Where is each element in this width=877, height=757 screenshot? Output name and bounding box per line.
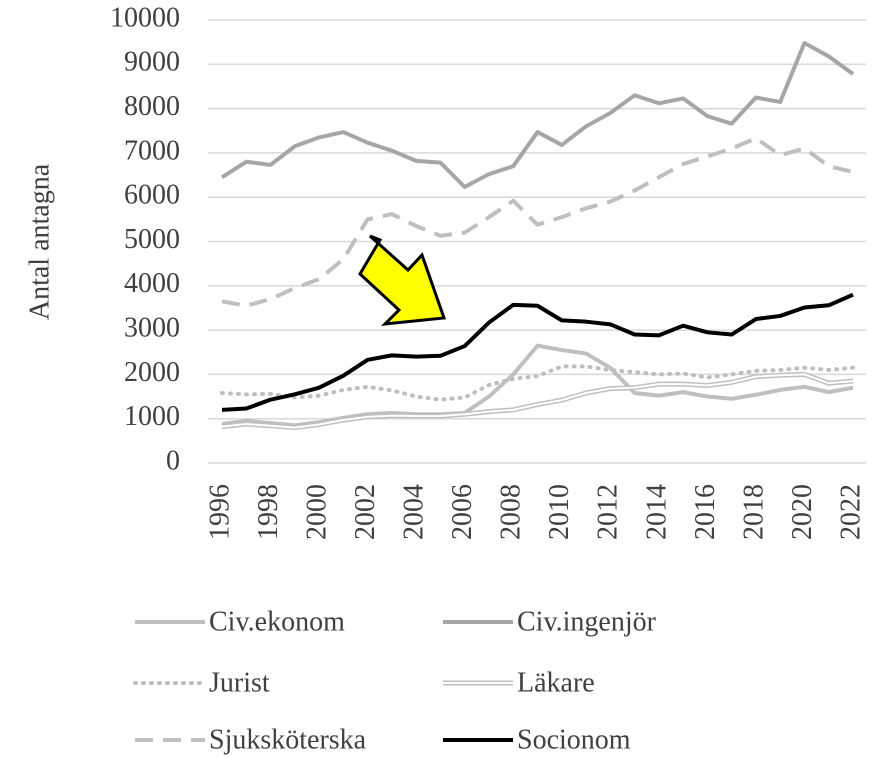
legend-label: Socionom [517, 724, 631, 755]
series-line [221, 371, 854, 431]
x-tick-label: 2016 [690, 484, 721, 540]
legend-label: Sjuksköterska [209, 724, 367, 755]
y-tick-label: 8000 [124, 91, 180, 122]
legend-label: Jurist [209, 667, 270, 698]
series-line-core [221, 373, 854, 429]
legend-label: Civ.ekonom [209, 606, 345, 637]
series-line [220, 41, 855, 190]
x-tick-label: 1996 [204, 484, 235, 540]
x-tick-label: 2014 [641, 484, 672, 540]
x-tick-label: 2012 [593, 484, 624, 540]
series-line [221, 343, 854, 428]
grid: 0 1000 2000 3000 4000 5000 6000 7000 8000 9000 100… [110, 2, 866, 540]
legend-label: Läkare [517, 667, 595, 698]
y-tick-label: 2000 [124, 357, 180, 388]
y-tick-label: 3000 [124, 313, 180, 344]
x-tick-label: 2010 [544, 484, 575, 540]
y-tick-label: 6000 [124, 180, 180, 211]
legend-label: Civ.ingenjör [517, 606, 657, 637]
x-tick-label: 2022 [835, 484, 866, 540]
x-tick-label: 2000 [301, 484, 332, 540]
y-tick-label: 4000 [124, 268, 180, 299]
arrow-annotation [358, 234, 447, 326]
x-tick-label: 2004 [399, 484, 430, 540]
x-tick-label: 2020 [787, 484, 818, 540]
y-axis-label: Antal antagna [24, 163, 55, 320]
y-tick-label: 7000 [124, 135, 180, 166]
y-tick-label: 9000 [124, 47, 180, 78]
series-line [220, 364, 855, 402]
y-tick-label: 10000 [110, 2, 180, 33]
x-tick-label: 2008 [496, 484, 527, 540]
x-tick-label: 2002 [350, 484, 381, 540]
y-tick-label: 1000 [124, 401, 180, 432]
y-tick-label: 0 [166, 445, 180, 476]
series-line [221, 136, 854, 308]
lines [220, 41, 855, 431]
x-tick-label: 2006 [447, 484, 478, 540]
series-line [221, 292, 854, 412]
x-tick-label: 1998 [253, 484, 284, 540]
y-tick-label: 5000 [124, 224, 180, 255]
x-tick-label: 2018 [738, 484, 769, 540]
